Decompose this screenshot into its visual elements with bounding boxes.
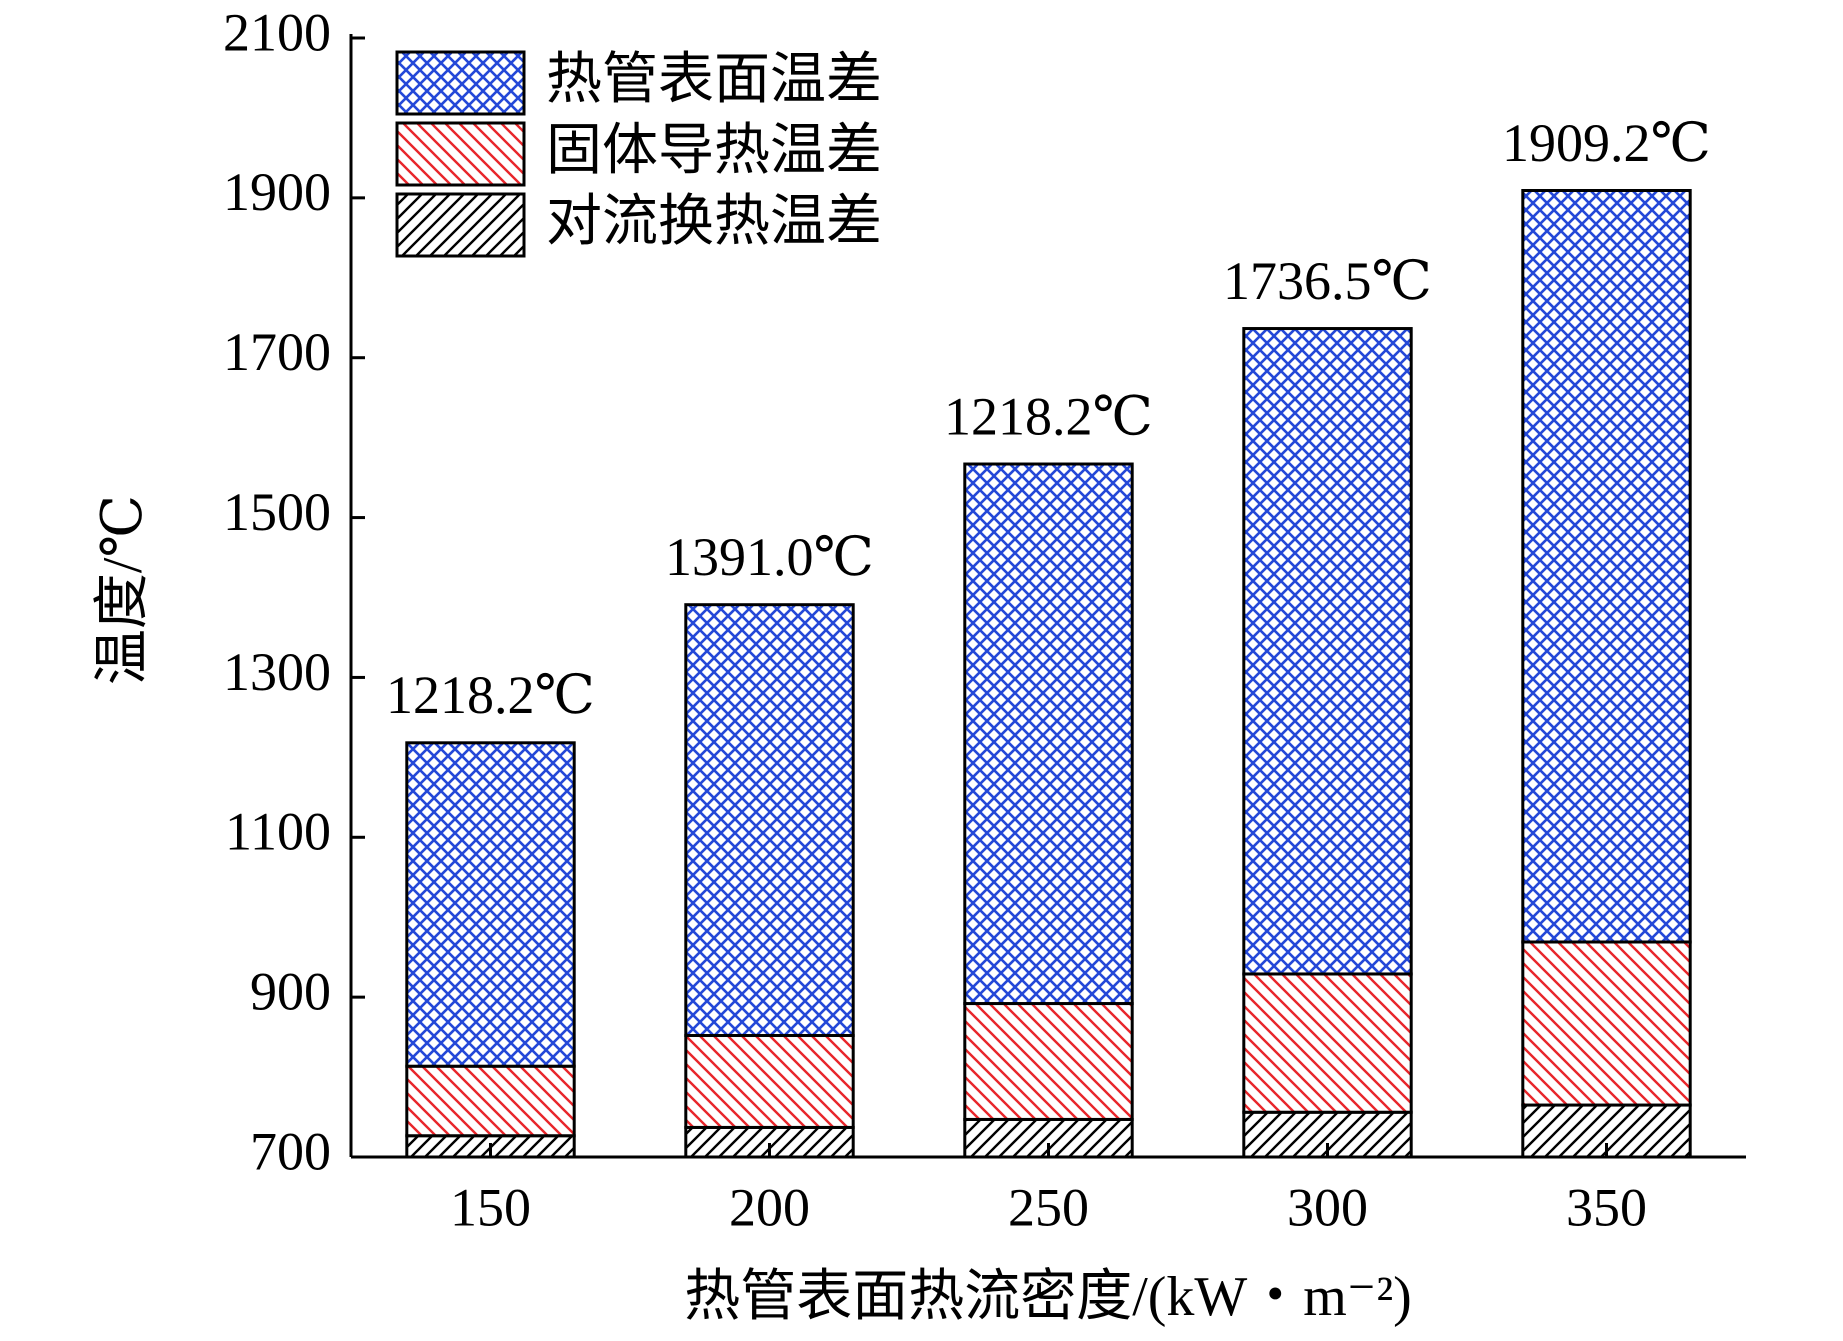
y-tick-label: 700 xyxy=(250,1121,331,1181)
y-tick-label: 1500 xyxy=(223,482,331,542)
y-tick-label: 1100 xyxy=(225,802,331,862)
bar-segment xyxy=(963,462,1134,1006)
bar-annotation: 1391.0℃ xyxy=(665,527,874,587)
x-tick-label: 200 xyxy=(729,1177,810,1237)
bar-segment xyxy=(1521,189,1692,944)
x-axis-label: 热管表面热流密度/(kW・m⁻²) xyxy=(684,1266,1412,1328)
bar-segment xyxy=(1242,972,1413,1114)
bar-segment xyxy=(684,603,855,1038)
x-tick-label: 350 xyxy=(1566,1177,1647,1237)
bar-annotation: 1218.2℃ xyxy=(944,386,1153,446)
y-tick-label: 1700 xyxy=(223,322,331,382)
y-tick-label: 1300 xyxy=(223,642,331,702)
bar-segment xyxy=(1242,327,1413,976)
y-tick-label: 2100 xyxy=(223,2,331,62)
bar-annotation: 1736.5℃ xyxy=(1223,251,1432,311)
bar-segment xyxy=(684,1034,855,1129)
y-tick-label: 1900 xyxy=(223,162,331,222)
legend-label: 对流换热温差 xyxy=(546,191,882,253)
legend-label: 热管表面温差 xyxy=(546,49,882,111)
y-tick-label: 900 xyxy=(250,962,331,1022)
x-tick-label: 150 xyxy=(450,1177,531,1237)
y-axis-label: 温度/℃ xyxy=(92,495,154,685)
bar-segment xyxy=(1521,940,1692,1107)
bar-segment xyxy=(405,1064,576,1138)
bar-segment xyxy=(963,1002,1134,1121)
legend-swatch xyxy=(395,50,526,116)
x-tick-label: 250 xyxy=(1008,1177,1089,1237)
bar-annotation: 1218.2℃ xyxy=(386,665,595,725)
legend-swatch xyxy=(395,121,526,187)
legend-swatch xyxy=(395,192,526,258)
x-tick-label: 300 xyxy=(1287,1177,1368,1237)
legend-label: 固体导热温差 xyxy=(546,120,882,182)
bar-segment xyxy=(405,741,576,1068)
bar-annotation: 1909.2℃ xyxy=(1502,113,1711,173)
